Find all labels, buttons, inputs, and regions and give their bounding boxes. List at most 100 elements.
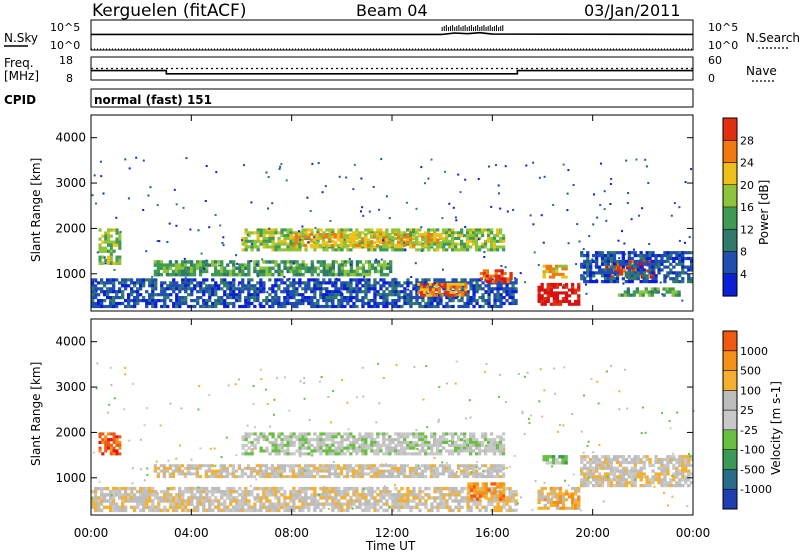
data-cell xyxy=(307,432,311,436)
data-cell xyxy=(463,432,467,436)
data-cell xyxy=(609,469,614,473)
data-cell xyxy=(355,296,359,300)
data-cell xyxy=(199,502,203,506)
data-cell xyxy=(397,248,401,252)
data-cell xyxy=(307,301,311,306)
data-cell xyxy=(268,266,272,270)
data-cell xyxy=(479,272,484,275)
data-cell xyxy=(262,435,266,439)
data-cell xyxy=(427,299,431,303)
data-cell xyxy=(484,301,488,306)
data-cell xyxy=(409,290,413,294)
data-cell xyxy=(229,293,233,297)
data-cell xyxy=(636,271,640,275)
data-cell xyxy=(244,272,248,277)
data-cell xyxy=(300,475,305,479)
data-cell xyxy=(470,482,474,486)
data-cell xyxy=(415,435,419,439)
data-cell xyxy=(301,299,305,303)
data-cell xyxy=(558,291,563,295)
data-cell xyxy=(603,478,608,482)
data-cell xyxy=(382,486,386,491)
data-cell xyxy=(453,472,458,476)
data-speckle xyxy=(612,262,615,265)
data-cell xyxy=(480,228,485,232)
data-cell xyxy=(352,486,356,491)
data-cell xyxy=(577,489,581,493)
data-cell xyxy=(475,497,480,501)
data-cell xyxy=(107,243,111,247)
data-cell xyxy=(271,284,275,288)
data-cell xyxy=(394,299,398,303)
data-cell xyxy=(672,277,676,281)
data-cell xyxy=(589,277,593,281)
data-cell xyxy=(551,267,556,271)
data-cell xyxy=(577,503,581,507)
data-cell xyxy=(162,266,167,270)
data-cell xyxy=(124,490,128,494)
data-cell xyxy=(156,475,160,479)
data-cell xyxy=(397,452,401,456)
data-cell xyxy=(372,235,377,239)
data-cell xyxy=(316,304,320,309)
data-cell xyxy=(672,265,676,269)
data-speckle xyxy=(301,225,304,228)
data-cell xyxy=(154,278,158,282)
data-cell xyxy=(352,287,356,291)
data-cell xyxy=(349,290,353,294)
data-cell xyxy=(337,293,341,297)
data-cell xyxy=(349,496,353,500)
data-cell xyxy=(442,432,446,436)
data-cell xyxy=(247,266,251,270)
data-cell xyxy=(500,277,504,281)
data-cell xyxy=(265,299,269,303)
data-cell xyxy=(262,486,266,491)
data-cell xyxy=(292,260,296,264)
noise-left-tick-bottom: 10^0 xyxy=(50,39,80,52)
data-cell xyxy=(217,260,221,264)
data-cell xyxy=(382,490,386,494)
data-cell xyxy=(663,254,667,258)
data-cell xyxy=(104,240,108,244)
data-cell xyxy=(298,301,302,306)
data-speckle xyxy=(628,257,631,260)
data-cell xyxy=(205,499,209,503)
data-cell xyxy=(681,268,685,272)
data-cell xyxy=(289,242,293,246)
data-cell xyxy=(112,486,116,491)
data-cell xyxy=(109,432,113,436)
data-cell xyxy=(349,502,353,506)
data-cell xyxy=(115,493,119,497)
data-cell xyxy=(166,304,170,309)
data-speckle xyxy=(405,201,408,204)
data-cell xyxy=(274,281,278,285)
data-cell xyxy=(112,261,116,265)
data-cell xyxy=(486,236,491,240)
data-cell xyxy=(425,293,430,297)
data-cell xyxy=(430,496,434,500)
data-cell xyxy=(274,242,278,246)
data-cell xyxy=(357,469,362,473)
data-cell xyxy=(376,269,381,274)
data-cell xyxy=(641,290,645,294)
data-cell xyxy=(480,435,485,439)
data-cell xyxy=(298,299,302,303)
data-cell xyxy=(452,285,456,289)
data-cell xyxy=(304,234,308,238)
data-cell xyxy=(352,499,356,503)
data-cell xyxy=(211,304,215,309)
data-cell xyxy=(361,446,365,450)
data-cell xyxy=(379,499,383,503)
data-cell xyxy=(463,245,467,249)
data-cell xyxy=(383,266,387,270)
data-cell xyxy=(268,272,272,277)
data-cell xyxy=(690,256,694,261)
data-cell xyxy=(475,482,480,486)
data-cell xyxy=(340,505,344,509)
data-cell xyxy=(499,284,503,288)
data-cell xyxy=(549,503,553,507)
data-cell xyxy=(280,260,284,264)
data-cell xyxy=(280,269,284,274)
data-cell xyxy=(175,493,179,497)
data-cell xyxy=(555,495,560,499)
